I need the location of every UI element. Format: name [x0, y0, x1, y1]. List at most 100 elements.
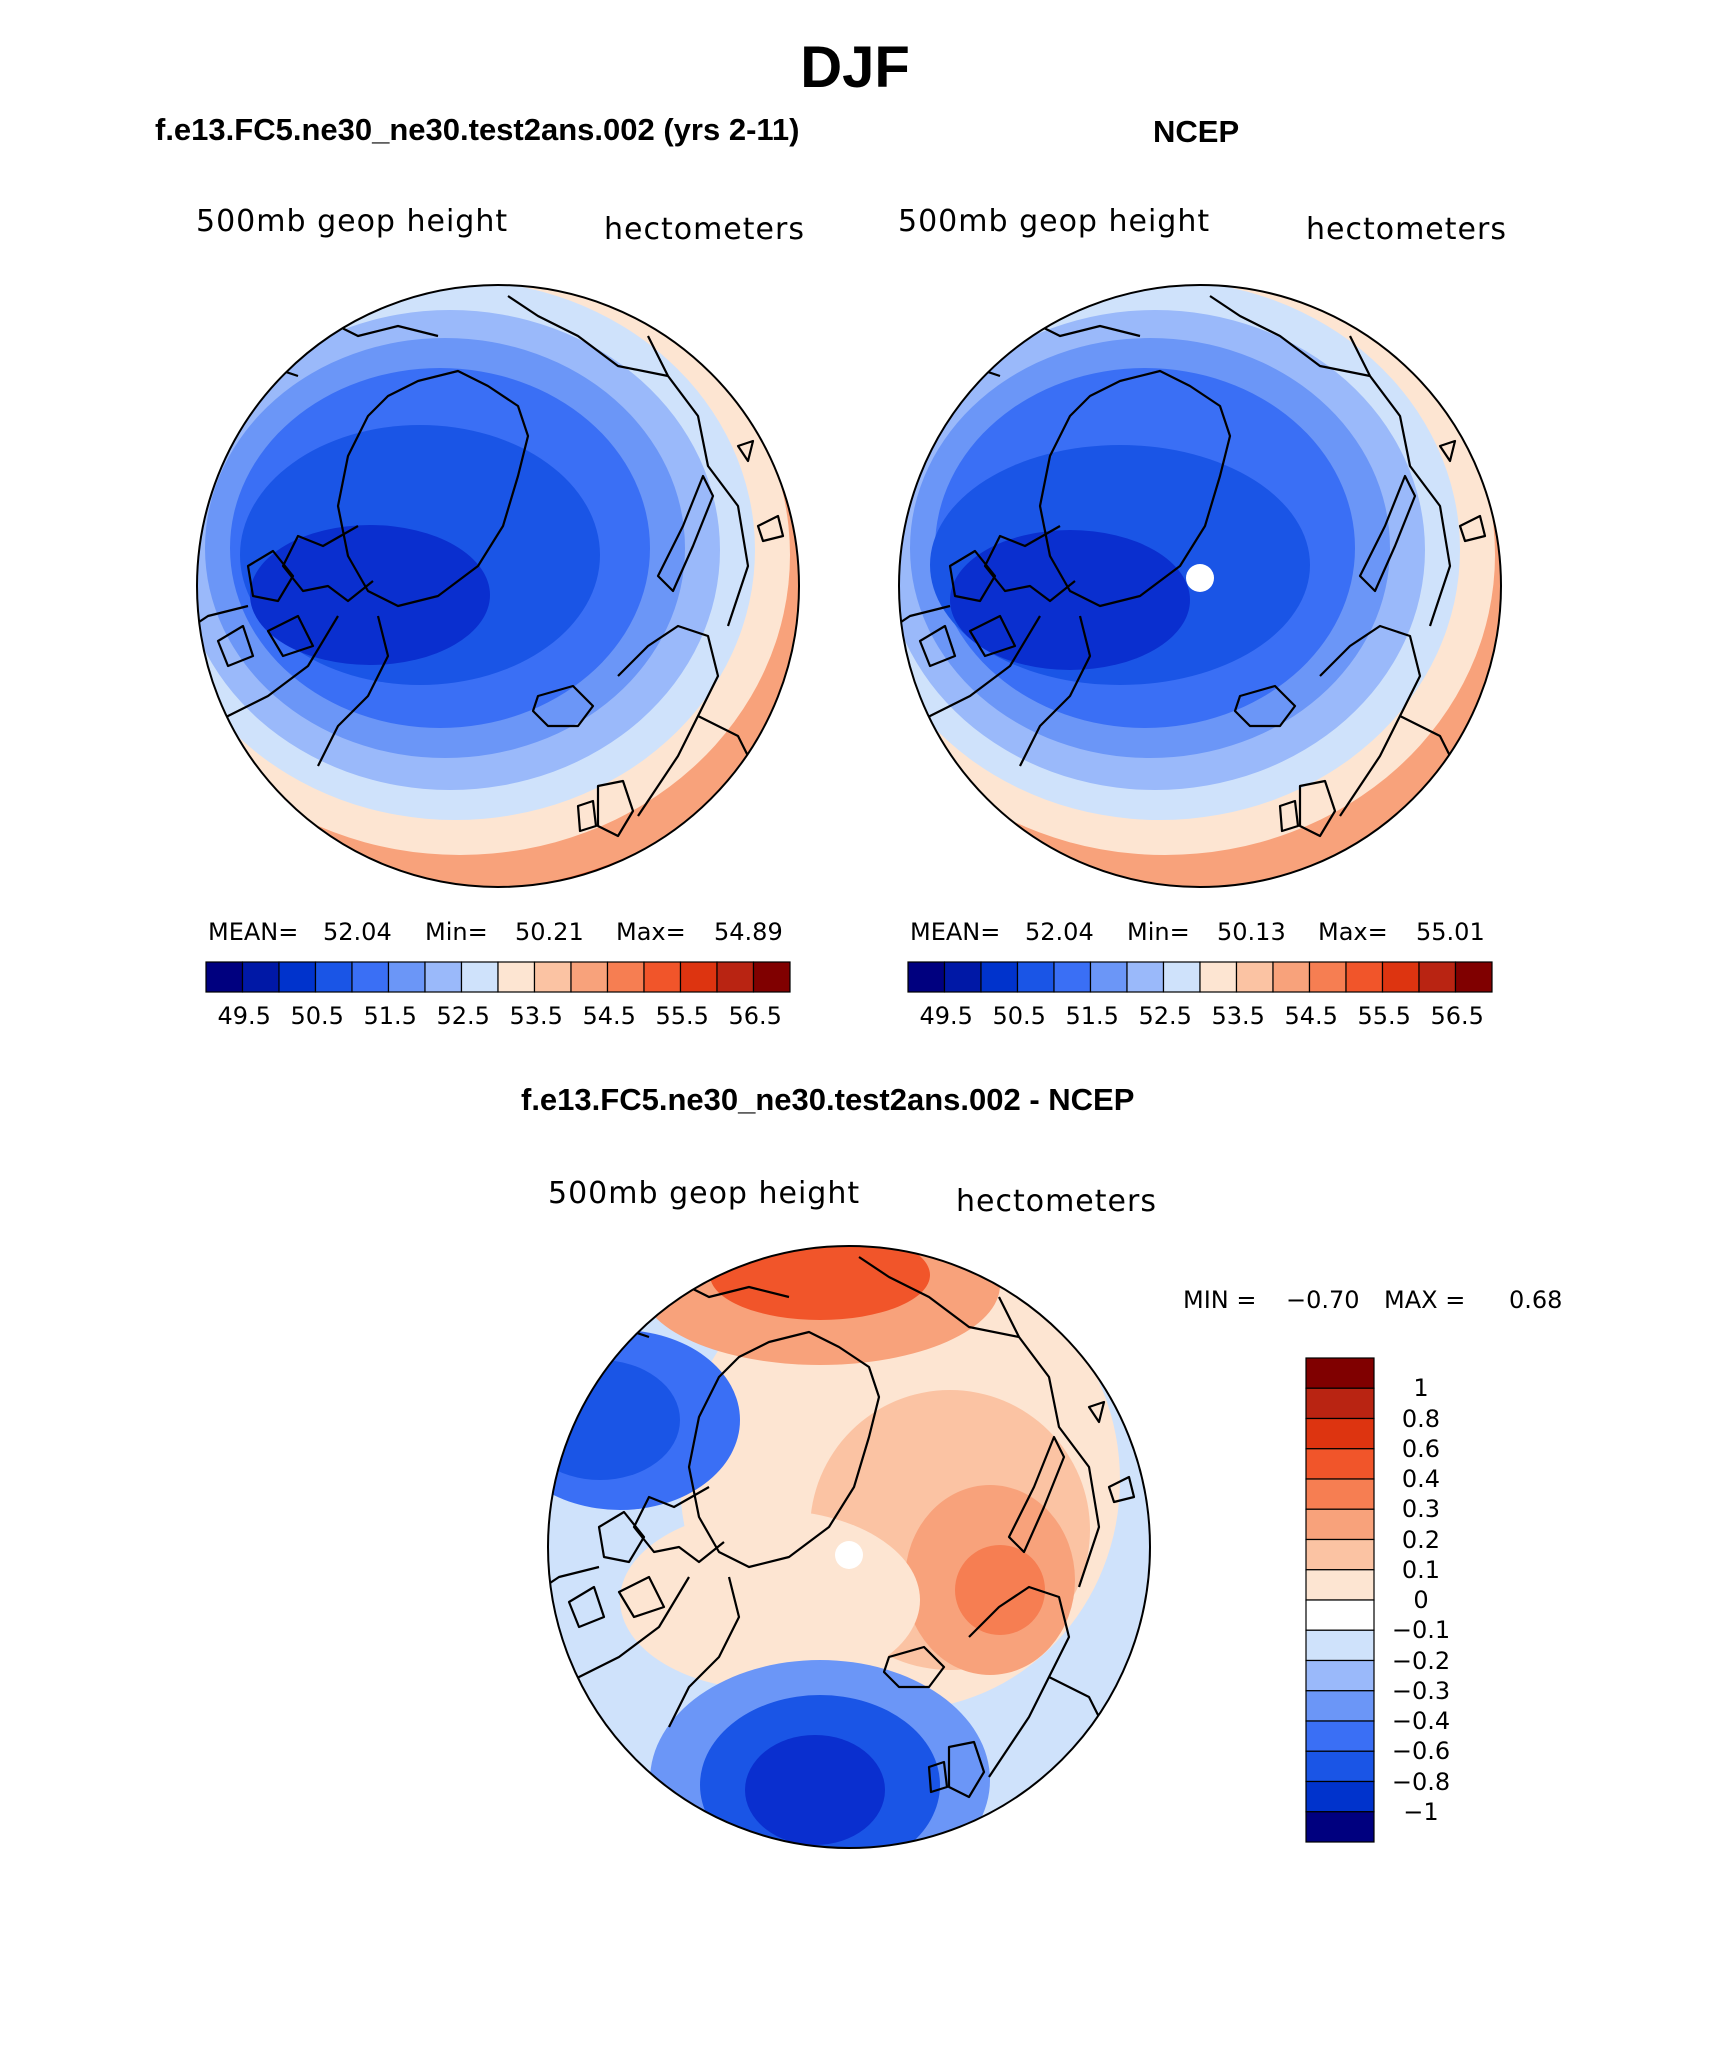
diff-colorbar-tick-label: −0.8	[1391, 1767, 1451, 1796]
panel1-colorbar-tick-label: 56.5	[728, 1002, 782, 1030]
diff-colorbar-tick-label: −0.1	[1391, 1616, 1451, 1645]
diff-colorbar-tick-label: 0.2	[1401, 1525, 1441, 1554]
panel1-colorbar-swatch	[460, 961, 499, 993]
panel2-colorbar-swatch	[1016, 961, 1055, 993]
diff-colorbar-swatch	[1305, 1629, 1375, 1662]
panel1-mean-value: 52.04	[323, 918, 392, 946]
panel2-colorbar-tick-label: 56.5	[1430, 1002, 1484, 1030]
diff-colorbar-tick-label: 0	[1413, 1586, 1429, 1614]
diff-units-label: hectometers	[956, 1184, 1157, 1219]
panel2-colorbar-swatch	[980, 961, 1019, 993]
diff-colorbar-tick-label: −0.6	[1391, 1737, 1451, 1766]
panel2-map-border	[898, 284, 1502, 888]
panel2-title: NCEP	[1153, 114, 1240, 149]
panel1-colorbar-swatch	[643, 961, 682, 993]
panel2-pole-marker	[1186, 564, 1214, 592]
panel2-colorbar-swatch	[1126, 961, 1165, 993]
diff-colorbar-tick-label: −0.3	[1391, 1676, 1451, 1705]
diff-map-border	[547, 1245, 1151, 1849]
panel1-colorbar-swatch	[752, 961, 791, 993]
panel1-max-value: 54.89	[714, 918, 783, 946]
diff-colorbar-swatch	[1305, 1448, 1375, 1480]
panel1-variable-label: 500mb geop height	[196, 204, 509, 239]
diff-variable-label: 500mb geop height	[548, 1176, 861, 1211]
panel1-units-label: hectometers	[604, 212, 805, 247]
panel1-map-border	[196, 284, 800, 888]
panel1-colorbar-swatch	[241, 961, 280, 993]
diff-colorbar-tick-label: 0.4	[1401, 1465, 1441, 1493]
panel2-mean-label: MEAN=	[910, 918, 1001, 946]
diff-colorbar-tick-label: 0.8	[1401, 1404, 1441, 1433]
diff-colorbar-swatch	[1305, 1599, 1375, 1631]
panel2-max-label: Max=	[1318, 918, 1388, 946]
panel2-units-label: hectometers	[1306, 212, 1507, 247]
diff-colorbar-tick-label: −0.4	[1391, 1707, 1451, 1735]
panel2-mean-value: 52.04	[1025, 918, 1094, 946]
panel1-title: f.e13.FC5.ne30_ne30.test2ans.002 (yrs 2-…	[155, 112, 800, 147]
panel2-colorbar	[907, 961, 1493, 993]
diff-colorbar-swatch	[1305, 1659, 1375, 1692]
panel1-colorbar-swatch	[314, 961, 353, 993]
panel2-min-label: Min=	[1127, 918, 1190, 946]
panel1-colorbar-swatch	[351, 961, 390, 993]
diff-colorbar-tick-label: −0.2	[1391, 1646, 1451, 1675]
diff-min-label: MIN =	[1183, 1286, 1257, 1314]
panel1-min-value: 50.21	[515, 918, 584, 946]
panel1-colorbar-swatch	[533, 961, 572, 993]
panel2-colorbar-swatch	[907, 961, 946, 993]
diff-colorbar-swatch	[1305, 1750, 1375, 1783]
diff-colorbar-swatch	[1305, 1811, 1375, 1843]
panel1-map	[197, 285, 799, 887]
diff-map	[548, 1246, 1150, 1848]
panel1-colorbar-tick-label: 49.5	[217, 1002, 271, 1030]
diff-colorbar	[1305, 1357, 1375, 1843]
panel1-max-label: Max=	[616, 918, 686, 946]
panel1-colorbar-swatch	[606, 961, 645, 993]
panel1-colorbar-swatch	[278, 961, 317, 993]
panel1-colorbar-swatch	[679, 961, 718, 993]
panel2-colorbar-swatch	[1235, 961, 1274, 993]
panel1-colorbar	[205, 961, 791, 993]
diff-colorbar-tick-label: 0.6	[1401, 1434, 1441, 1463]
diff-colorbar-swatch	[1305, 1690, 1375, 1722]
panel2-colorbar-swatch	[1454, 961, 1493, 993]
panel1-colorbar-swatch	[716, 961, 755, 993]
panel2-colorbar-swatch	[1345, 961, 1384, 993]
panel2-colorbar-swatch	[1053, 961, 1092, 993]
panel2-colorbar-swatch	[1418, 961, 1457, 993]
panel2-colorbar-swatch	[1308, 961, 1347, 993]
diff-colorbar-swatch	[1305, 1569, 1375, 1601]
panel1-colorbar-tick-label: 54.5	[582, 1002, 636, 1030]
panel1-colorbar-tick-label: 50.5	[290, 1002, 344, 1030]
diff-max-label: MAX =	[1384, 1286, 1466, 1314]
panel2-min-value: 50.13	[1217, 918, 1286, 946]
panel2-colorbar-swatch	[1089, 961, 1128, 993]
figure-title: DJF	[800, 35, 910, 100]
panel1-colorbar-tick-label: 52.5	[436, 1002, 490, 1030]
diff-min-value: −0.70	[1286, 1286, 1360, 1314]
diff-colorbar-swatch	[1305, 1508, 1375, 1541]
diff-colorbar-tick-label: 0.3	[1401, 1495, 1441, 1524]
panel2-colorbar-tick-label: 54.5	[1284, 1002, 1338, 1030]
panel2-variable-label: 500mb geop height	[898, 204, 1211, 239]
panel2-colorbar-tick-label: 53.5	[1211, 1002, 1265, 1030]
diff-pole-marker	[835, 1541, 863, 1569]
diff-colorbar-tick-label: 0.1	[1401, 1555, 1441, 1584]
panel2-colorbar-swatch	[1162, 961, 1201, 993]
diff-colorbar-swatch	[1305, 1387, 1375, 1420]
panel2-colorbar-swatch	[1381, 961, 1420, 993]
diff-colorbar-tick-label: −1	[1403, 1797, 1439, 1826]
panel2-max-value: 55.01	[1416, 918, 1485, 946]
diff-colorbar-swatch	[1305, 1780, 1375, 1813]
diff-colorbar-swatch	[1305, 1720, 1375, 1752]
panel1-colorbar-tick-label: 55.5	[655, 1002, 709, 1030]
diff-max-value: 0.68	[1509, 1286, 1563, 1314]
panel2-colorbar-tick-label: 55.5	[1357, 1002, 1411, 1030]
panel2-colorbar-swatch	[943, 961, 982, 993]
panel1-mean-label: MEAN=	[208, 918, 299, 946]
panel1-colorbar-tick-label: 53.5	[509, 1002, 563, 1030]
panel1-colorbar-swatch	[497, 961, 536, 993]
panel1-colorbar-swatch	[424, 961, 463, 993]
panel2-colorbar-tick-label: 49.5	[919, 1002, 973, 1030]
